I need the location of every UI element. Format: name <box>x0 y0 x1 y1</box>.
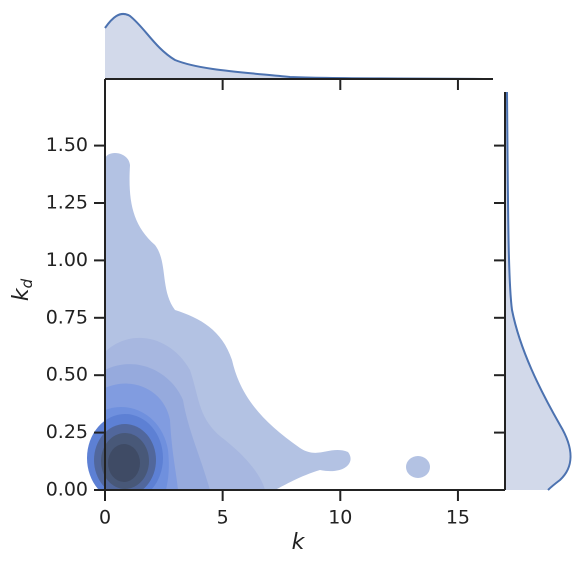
x-tick-label: 5 <box>217 507 229 529</box>
x-tick-label: 10 <box>328 507 352 529</box>
top-marginal <box>104 12 494 80</box>
marginal-fill <box>105 13 493 79</box>
x-tick-label: 15 <box>446 507 470 529</box>
kde-contours <box>87 153 430 510</box>
marginal-fill <box>505 92 571 490</box>
y-axis-label-sub: d <box>18 278 36 288</box>
y-tick-label: 0.75 <box>46 306 88 328</box>
y-tick-label: 0.50 <box>46 364 88 386</box>
y-tick-label: 0.25 <box>46 421 88 443</box>
y-tick-label: 1.25 <box>46 191 88 213</box>
clip <box>90 490 190 510</box>
y-axis-label-main: k <box>9 287 34 301</box>
marginal-curve <box>506 91 572 491</box>
x-tick-label: 0 <box>99 507 111 529</box>
right-marginal <box>505 91 572 491</box>
y-tick-label: 1.50 <box>46 134 88 156</box>
x-axis-label: k <box>292 530 306 555</box>
y-tick-label: 0.00 <box>46 479 88 501</box>
y-axis-label: kd <box>9 278 36 301</box>
contour <box>406 456 430 478</box>
contour <box>108 444 140 482</box>
y-tick-label: 1.00 <box>46 249 88 271</box>
